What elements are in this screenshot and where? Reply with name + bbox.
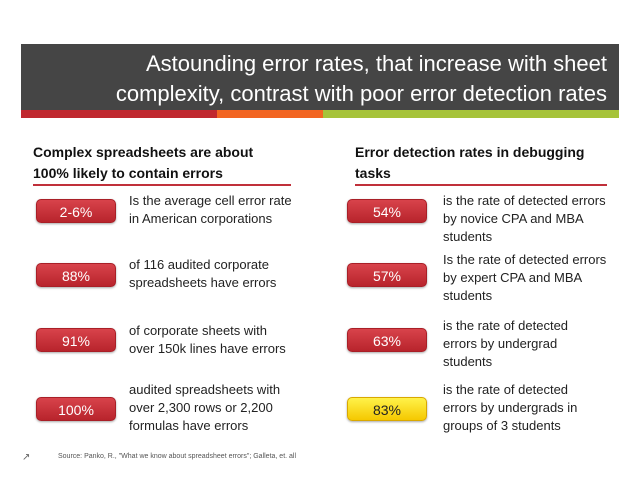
right-stat-badge-3: 63% (347, 328, 427, 352)
right-stat-badge-2: 57% (347, 263, 427, 287)
left-column-heading: Complex spreadsheets are about 100% like… (33, 144, 254, 181)
accent-stripe-orange (217, 110, 323, 118)
accent-stripe-green (323, 110, 619, 118)
left-stat-badge-4: 100% (36, 397, 116, 421)
right-stat-desc-2: Is the rate of detected errors by expert… (443, 252, 607, 303)
left-stat-desc-2: of 116 audited corporate spreadsheets ha… (129, 257, 277, 290)
left-stat-desc-1: Is the average cell error rate in Americ… (129, 193, 292, 226)
accent-stripe-red (21, 110, 217, 118)
slide-title: Astounding error rates, that increase wi… (21, 44, 619, 110)
left-stat-badge-1: 2-6% (36, 199, 116, 223)
left-stat-desc-4: audited spreadsheets with over 2,300 row… (129, 382, 281, 433)
right-stat-badge-4: 83% (347, 397, 427, 421)
right-heading-rule (355, 184, 607, 186)
right-stat-desc-3: is the rate of detected errors by underg… (443, 318, 569, 369)
title-line-1: Astounding error rates, that increase wi… (145, 51, 607, 76)
arrow-up-right-icon: ↗ (22, 452, 31, 463)
left-stat-desc-3: of corporate sheets with over 150k lines… (129, 323, 286, 356)
left-stat-badge-3: 91% (36, 328, 116, 352)
right-stat-desc-4: is the rate of detected errors by underg… (443, 382, 578, 433)
right-stat-desc-1: is the rate of detected errors by novice… (443, 193, 606, 244)
source-citation: Source: Panko, R., "What we know about s… (58, 453, 297, 460)
right-column-heading: Error detection rates in debugging tasks (355, 144, 585, 181)
title-line-2: complexity, contrast with poor error det… (115, 81, 607, 106)
left-heading-rule (33, 184, 291, 186)
left-stat-badge-2: 88% (36, 263, 116, 287)
right-stat-badge-1: 54% (347, 199, 427, 223)
